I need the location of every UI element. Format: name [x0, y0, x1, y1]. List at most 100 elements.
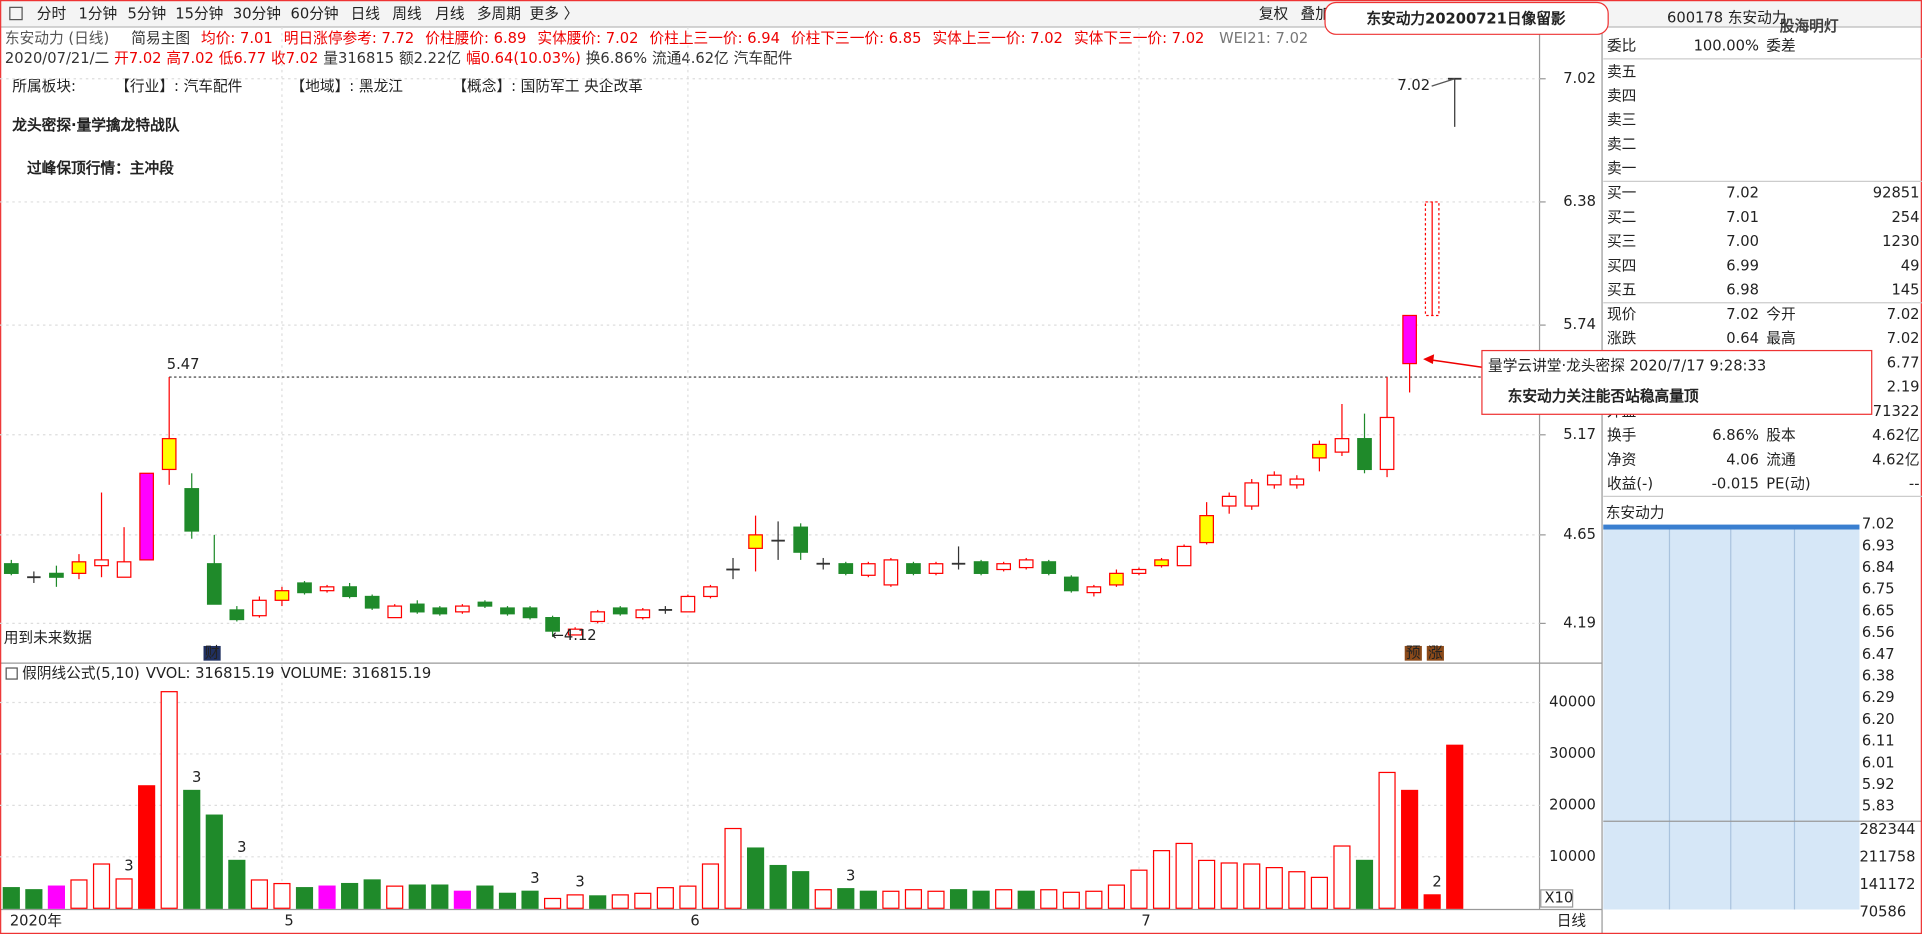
volume-annotation: 3: [846, 867, 855, 884]
quote-label: 净资: [1607, 451, 1636, 468]
candle-body: [1312, 443, 1327, 459]
volume-bar: [1085, 890, 1103, 909]
period-tab[interactable]: 分时: [37, 6, 67, 23]
indicator-wei: WEI21: 7.02: [1219, 30, 1308, 47]
volume-bar: [2, 887, 20, 909]
period-tab[interactable]: 5分钟: [128, 6, 167, 23]
last-price-pointer: [1431, 78, 1455, 87]
y-tick-label: 4.65: [1563, 526, 1596, 543]
quote-label: 委比: [1607, 38, 1636, 55]
bar-info-item: 幅0.64(10.03%): [466, 50, 581, 67]
period-tab[interactable]: 月线: [435, 6, 465, 23]
volume-bar: [634, 892, 652, 909]
event-icon: [203, 645, 221, 661]
stock-code: 600178 东安动力: [1667, 9, 1787, 26]
volume-bar: [453, 890, 471, 909]
headline: 龙头密探·量学擒龙特战队: [11, 116, 179, 134]
candle-body: [883, 559, 899, 586]
quote-value: -0.015: [1712, 475, 1759, 492]
volume-bar: [814, 889, 832, 909]
mini-price-tick: 6.47: [1862, 646, 1895, 663]
quote-value: 4.62亿: [1872, 427, 1919, 444]
volume-bar: [701, 863, 720, 909]
bid-volume: 145: [1891, 281, 1919, 298]
bar-info-item: 量316815: [323, 50, 394, 67]
volume-vol: VOLUME: 316815.19: [281, 665, 432, 682]
bid-price: 7.01: [1726, 209, 1759, 226]
candle-body: [860, 563, 876, 576]
toolbar-button[interactable]: 叠加: [1301, 6, 1330, 23]
candle-body: [455, 605, 470, 613]
quote-label: 涨跌: [1607, 330, 1637, 347]
stamp: 东安动力20200721日像留影: [1366, 10, 1566, 28]
candle-body: [229, 609, 245, 621]
period-tab[interactable]: 1分钟: [78, 6, 117, 23]
quote-value: --: [1909, 475, 1920, 492]
period-tab[interactable]: 日线: [351, 6, 381, 23]
bid-label: 买二: [1607, 209, 1636, 226]
candle-body: [1244, 482, 1260, 507]
candle-body: [3, 563, 19, 574]
period-tab[interactable]: 30分钟: [233, 6, 281, 23]
y-tick-label: 30000: [1549, 745, 1596, 762]
toolbar-button[interactable]: 复权: [1259, 5, 1289, 23]
y-tick-label: 5.17: [1563, 426, 1596, 443]
bid-label: 买五: [1607, 281, 1636, 298]
mini-price-tick: 6.38: [1862, 667, 1895, 684]
callout-text: 东安动力关注能否站稳高量顶: [1508, 387, 1699, 405]
candle-body: [680, 595, 696, 613]
quote-label: 换手: [1607, 427, 1636, 444]
volume-bar: [611, 894, 629, 909]
volume-bar: [498, 892, 517, 909]
period-tab[interactable]: 60分钟: [291, 6, 339, 23]
x-tick-label: 5: [284, 913, 293, 930]
candle-body: [612, 607, 628, 615]
volume-bar: [1040, 889, 1058, 909]
bar-info-item: 换6.86%: [586, 50, 647, 67]
candle-body: [1402, 314, 1417, 365]
watermark: 股海明灯: [1780, 17, 1839, 35]
sector-item: 【地域】: 黑龙江: [291, 78, 404, 95]
volume-bar: [859, 890, 877, 909]
candle-body: [477, 601, 493, 607]
period-tab[interactable]: 周线: [392, 6, 422, 23]
candle-body: [252, 599, 267, 617]
volume-bar: [386, 885, 404, 909]
volume-bar: [769, 864, 787, 909]
candle-body: [206, 563, 222, 605]
period-tab[interactable]: 15分钟: [175, 6, 223, 23]
quote-value: 71322: [1873, 403, 1920, 420]
volume-bar: [1130, 869, 1148, 909]
callout-arrowhead: [1423, 354, 1435, 365]
volume-bar: [544, 897, 562, 909]
bar-info-item: 汽车配件: [734, 50, 793, 67]
candle-body: [71, 561, 87, 574]
volume-bar: [273, 882, 291, 909]
ask-label: 卖二: [1607, 136, 1636, 153]
mini-price-tick: 7.02: [1862, 516, 1895, 533]
quote-value: 6.86%: [1712, 427, 1759, 444]
indicator: 实体腰价: 7.02: [537, 30, 638, 47]
candle-body: [1176, 545, 1192, 567]
bar-info-item: 低6.77: [219, 50, 266, 67]
volume-bar: [1152, 850, 1171, 909]
bid-volume: 1230: [1882, 233, 1919, 250]
mini-price-tick: 6.93: [1862, 537, 1895, 554]
volume-bar: [1423, 894, 1441, 909]
volume-bar: [408, 884, 426, 909]
candle-body: [1221, 495, 1237, 507]
quote-value: 0.64: [1726, 330, 1759, 347]
period-tab[interactable]: 更多 〉: [530, 6, 579, 23]
candle-body: [116, 561, 132, 578]
volume-bar: [792, 871, 810, 909]
candle-body: [319, 586, 335, 592]
mini-volume-tick: 282344: [1859, 821, 1915, 838]
candle-body: [184, 488, 200, 532]
quote-value: 7.02: [1887, 306, 1920, 323]
candle-body: [906, 563, 921, 574]
quote-value: 4.06: [1726, 451, 1759, 468]
period-tab[interactable]: 多周期: [477, 6, 521, 23]
candle-body: [1266, 474, 1282, 486]
